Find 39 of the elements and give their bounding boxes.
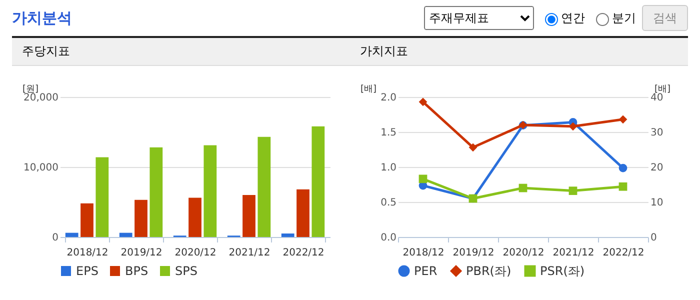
y-tick-label: 10,000 <box>24 162 58 174</box>
legend-label: EPS <box>76 264 98 278</box>
y-tick-label: 0 <box>52 232 58 244</box>
y2-tick-label: 10 <box>650 198 664 208</box>
legend-label: PBR(좌) <box>466 264 512 278</box>
y-tick-label: 2.0 <box>380 92 396 104</box>
y-tick-label: 0.5 <box>380 198 396 208</box>
x-tick-label: 2022/12 <box>602 248 644 258</box>
chart-title: 주당지표 <box>12 38 350 66</box>
y2-tick-label: 20 <box>650 162 664 174</box>
text: 연간 <box>560 10 585 26</box>
legend-label: PER <box>414 264 438 278</box>
y2-axis-title: [배] <box>654 84 670 94</box>
button: 검색 <box>642 5 688 31</box>
text: 분기 <box>611 10 636 26</box>
legend-label: PSR(좌) <box>540 264 585 278</box>
x-tick-label: 2019/12 <box>452 248 494 258</box>
x-tick-label: 2020/12 <box>174 248 216 258</box>
legend-label: BPS <box>125 264 148 278</box>
chart-title: 가치지표 <box>350 38 688 66</box>
x-tick-label: 2018/12 <box>402 248 444 258</box>
y-tick-label: 20,000 <box>24 92 58 104</box>
y2-tick-label: 40 <box>650 92 664 104</box>
y-axis-title: [배] <box>360 84 377 94</box>
x-tick-label: 2020/12 <box>502 248 544 258</box>
y-tick-label: 0.0 <box>380 232 396 244</box>
text: 가치분석 <box>12 8 73 28</box>
x-tick-label: 2021/12 <box>228 248 270 258</box>
y-axis-title: [원] <box>22 84 39 94</box>
x-tick-label: 2022/12 <box>282 248 324 258</box>
x-tick-label: 2018/12 <box>66 248 108 258</box>
x-tick-label: 2019/12 <box>120 248 162 258</box>
dropdown: 주재무제표 <box>424 6 534 30</box>
y2-tick-label: 0 <box>650 232 657 244</box>
y2-tick-label: 30 <box>650 128 664 138</box>
x-tick-label: 2021/12 <box>552 248 594 258</box>
legend-label: SPS <box>175 264 198 278</box>
y-tick-label: 1.0 <box>380 162 396 174</box>
y-tick-label: 1.5 <box>380 128 396 138</box>
